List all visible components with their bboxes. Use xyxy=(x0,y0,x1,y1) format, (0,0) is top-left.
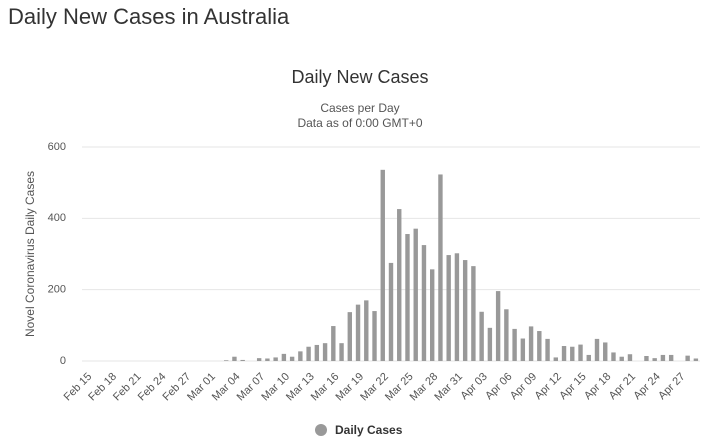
bar xyxy=(586,354,591,361)
bar xyxy=(298,351,303,361)
bar xyxy=(314,344,320,361)
x-tick-label: Apr 21 xyxy=(607,371,638,402)
bar xyxy=(495,291,501,361)
x-tick-label: Apr 27 xyxy=(656,371,687,402)
bar xyxy=(504,309,509,361)
bar xyxy=(289,356,295,361)
x-tick-label: Apr 06 xyxy=(483,371,514,402)
bar xyxy=(685,355,690,361)
bar xyxy=(644,356,649,361)
bar xyxy=(339,343,344,361)
bar xyxy=(421,245,427,361)
x-tick-label: Apr 03 xyxy=(458,371,489,402)
bar xyxy=(256,358,262,361)
bar xyxy=(265,358,270,361)
y-tick-label: 200 xyxy=(48,284,66,296)
bar xyxy=(224,360,229,361)
bar xyxy=(355,304,361,361)
bar xyxy=(446,255,451,361)
bar xyxy=(322,343,328,361)
bar xyxy=(611,352,616,361)
bar xyxy=(693,358,699,361)
chart-subtitle: Data as of 0:00 GMT+0 xyxy=(297,116,422,130)
bar xyxy=(619,356,624,361)
bar xyxy=(405,234,410,361)
bar xyxy=(306,346,311,361)
bar xyxy=(479,311,484,361)
bar xyxy=(364,300,369,361)
bar xyxy=(528,326,534,361)
bar xyxy=(603,342,608,361)
bar xyxy=(594,338,600,361)
bar xyxy=(372,311,377,361)
legend-marker xyxy=(315,424,327,436)
bar xyxy=(553,357,558,361)
bar xyxy=(578,344,583,361)
bar xyxy=(561,346,567,361)
y-tick-label: 0 xyxy=(60,355,66,367)
bar xyxy=(232,356,237,361)
page-title: Daily New Cases in Australia xyxy=(8,4,290,29)
bar xyxy=(380,169,385,361)
bar xyxy=(462,260,468,361)
bar xyxy=(438,174,443,361)
bar xyxy=(281,353,287,361)
x-tick-label: Mar 31 xyxy=(432,371,465,404)
bar xyxy=(520,338,526,361)
bar xyxy=(388,262,394,361)
bar xyxy=(397,209,402,361)
bar xyxy=(537,331,542,361)
bar xyxy=(430,269,435,361)
x-tick-label: Apr 09 xyxy=(508,371,539,402)
bar xyxy=(471,266,476,361)
bar xyxy=(512,328,517,361)
legend-label: Daily Cases xyxy=(335,423,403,437)
y-tick-label: 600 xyxy=(48,141,66,153)
bar xyxy=(487,327,493,361)
bar xyxy=(454,253,460,361)
x-tick-label: Apr 24 xyxy=(631,371,662,402)
y-tick-label: 400 xyxy=(48,212,66,224)
bar xyxy=(668,354,674,361)
bar xyxy=(413,228,418,361)
bar xyxy=(652,358,657,361)
x-tick-label: Apr 12 xyxy=(533,371,564,402)
chart-title: Daily New Cases xyxy=(291,67,428,87)
bar xyxy=(545,338,550,361)
bar xyxy=(627,354,633,361)
bar xyxy=(660,354,666,361)
x-tick-label: Apr 15 xyxy=(557,371,588,402)
x-tick-label: Apr 18 xyxy=(582,371,613,402)
bar xyxy=(347,312,352,361)
bar xyxy=(331,326,336,361)
y-axis-label: Novel Coronavirus Daily Cases xyxy=(23,171,37,337)
chart-subtitle: Cases per Day xyxy=(320,101,399,115)
bar xyxy=(570,346,575,361)
bar xyxy=(240,359,245,361)
bar xyxy=(273,357,278,361)
